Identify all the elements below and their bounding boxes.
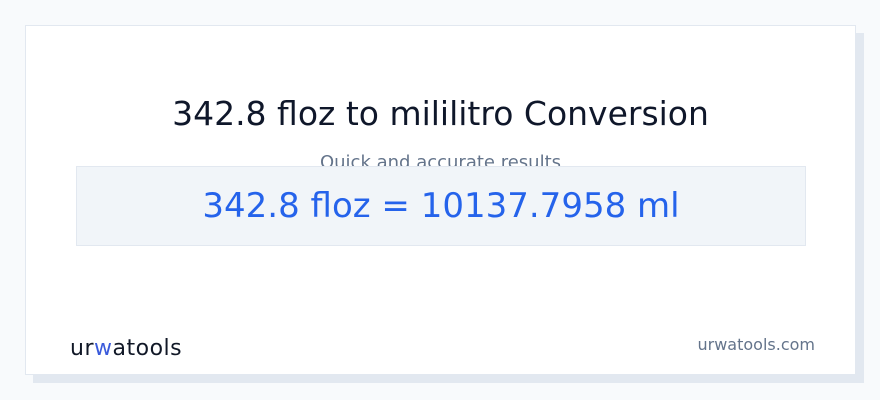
page-title: 342.8 floz to mililitro Conversion xyxy=(172,94,709,133)
logo-part: atools xyxy=(112,336,183,361)
conversion-card: 342.8 floz to mililitro Conversion Quick… xyxy=(25,25,856,375)
conversion-result: 342.8 floz = 10137.7958 ml xyxy=(76,166,806,246)
urwatools-logo[interactable]: urwatools xyxy=(70,336,182,361)
logo-accent: w xyxy=(94,336,113,361)
result-text: 342.8 floz = 10137.7958 ml xyxy=(202,186,680,226)
logo-part: ur xyxy=(70,336,94,361)
site-link[interactable]: urwatools.com xyxy=(697,335,816,354)
